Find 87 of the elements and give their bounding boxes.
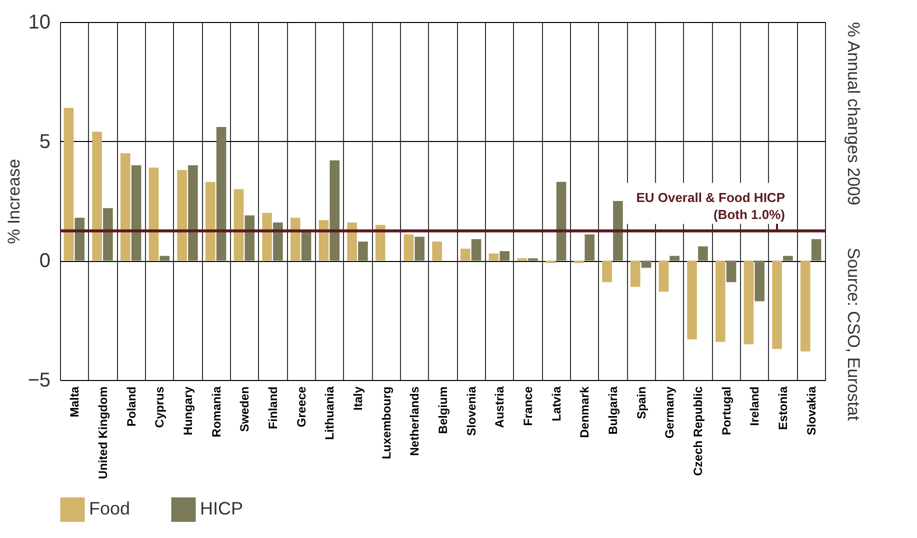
text: % Annual changes 2009 [844, 22, 863, 206]
bar [404, 234, 414, 261]
bar [177, 170, 187, 261]
legend-label: Food [89, 498, 130, 519]
bar [800, 260, 810, 352]
x-tick-label: Denmark [578, 386, 592, 438]
bar [347, 222, 357, 261]
legend-label: HICP [200, 498, 244, 519]
x-tick-label: Netherlands [408, 386, 422, 456]
bar [613, 201, 623, 261]
bar [488, 254, 499, 261]
x-tick-label: Sweden [238, 386, 252, 432]
bar [358, 242, 368, 261]
bar [726, 260, 736, 282]
bar [432, 242, 442, 261]
bar [375, 224, 386, 261]
bar [301, 232, 312, 261]
bar [262, 212, 272, 261]
bar [131, 165, 142, 261]
bar [754, 260, 765, 302]
x-tick-label: Greece [294, 386, 308, 428]
bar [811, 239, 822, 261]
bar [460, 248, 470, 261]
bar [744, 260, 754, 344]
x-tick-label: Malta [68, 386, 82, 418]
bar [602, 260, 612, 282]
bar [783, 256, 793, 261]
bar [74, 218, 85, 261]
bar [330, 160, 340, 261]
source-note: Source: CSO, Eurostat [844, 248, 863, 421]
x-tick-label: Slovakia [804, 386, 818, 436]
x-tick-label: Hungary [181, 386, 195, 436]
bar [670, 256, 680, 261]
bar [545, 260, 556, 264]
bar [584, 234, 595, 261]
bar [290, 218, 300, 261]
bar [273, 222, 283, 261]
x-tick-label: Germany [662, 386, 677, 439]
bar [205, 182, 216, 261]
bar [216, 127, 226, 261]
x-tick-label: Belgium [436, 386, 450, 434]
x-tick-label: Slovenia [464, 386, 478, 436]
x-tick-label: Lithuania [322, 386, 337, 440]
x-tick-label: Italy [351, 386, 365, 411]
bar [772, 260, 782, 349]
bar [556, 182, 566, 261]
x-tick-label: Cyprus [152, 386, 167, 428]
x-tick-label: Luxembourg [379, 386, 394, 460]
bar [574, 260, 584, 264]
bar [103, 208, 113, 261]
y-tick-label: 0 [39, 250, 50, 272]
bar [188, 165, 198, 261]
bar [471, 239, 482, 261]
x-tick-label: Estonia [776, 386, 790, 430]
ref-line-label: EU Overall & Food HICP (Both 1.0%) [636, 190, 786, 222]
x-tick-label: Spain [634, 386, 648, 420]
y-tick-label: 5 [39, 130, 50, 153]
x-tick-label: Ireland [748, 386, 762, 426]
x-tick-label: Latvia [549, 386, 564, 422]
bar [318, 220, 329, 261]
bar [160, 256, 170, 261]
bar [698, 246, 708, 261]
x-tick-label: Romania [209, 386, 224, 438]
x-tick-label: France [521, 386, 535, 426]
bar [630, 260, 640, 287]
bar [64, 108, 74, 261]
bar [715, 260, 726, 342]
x-tick-label: Poland [124, 386, 138, 427]
x-tick-label: Finland [266, 386, 280, 430]
bar [687, 260, 697, 340]
x-tick-label: Czech Republic [691, 386, 705, 476]
x-tick-label: Austria [492, 386, 507, 428]
bar [234, 189, 244, 261]
y-axis-title: % Increase [4, 158, 24, 244]
bar [658, 260, 669, 292]
x-tick-label: Portugal [719, 386, 734, 436]
bar [120, 153, 130, 261]
bar [641, 260, 652, 268]
x-tick-label: Bulgaria [606, 386, 620, 435]
bar [414, 236, 425, 261]
bar [92, 132, 102, 261]
bar [244, 215, 255, 261]
bar [148, 168, 159, 261]
y-tick-label: 10 [28, 12, 50, 34]
y-tick-label: −5 [28, 370, 50, 392]
bar [500, 251, 510, 261]
x-tick-label: United Kingdom [96, 386, 110, 480]
